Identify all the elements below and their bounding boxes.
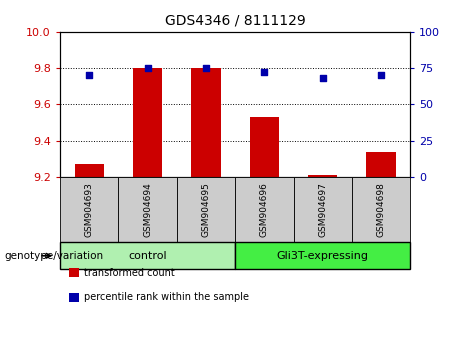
- Text: control: control: [128, 251, 167, 261]
- Bar: [250, 117, 279, 177]
- Point: [378, 73, 385, 78]
- Text: GSM904698: GSM904698: [377, 182, 385, 237]
- Text: percentile rank within the sample: percentile rank within the sample: [84, 292, 249, 302]
- Bar: [366, 152, 396, 177]
- Title: GDS4346 / 8111129: GDS4346 / 8111129: [165, 14, 306, 28]
- Text: genotype/variation: genotype/variation: [5, 251, 104, 261]
- Point: [319, 75, 326, 81]
- Bar: [133, 68, 162, 177]
- Point: [202, 65, 210, 71]
- Text: GSM904694: GSM904694: [143, 182, 152, 237]
- Text: GSM904697: GSM904697: [318, 182, 327, 237]
- Point: [85, 73, 93, 78]
- Text: transformed count: transformed count: [84, 268, 175, 278]
- Bar: [308, 175, 337, 177]
- Text: GSM904696: GSM904696: [260, 182, 269, 237]
- Text: Gli3T-expressing: Gli3T-expressing: [277, 251, 369, 261]
- Point: [144, 65, 151, 71]
- Bar: [75, 164, 104, 177]
- Point: [260, 70, 268, 75]
- Text: GSM904693: GSM904693: [85, 182, 94, 237]
- Bar: [191, 68, 220, 177]
- Text: GSM904695: GSM904695: [201, 182, 210, 237]
